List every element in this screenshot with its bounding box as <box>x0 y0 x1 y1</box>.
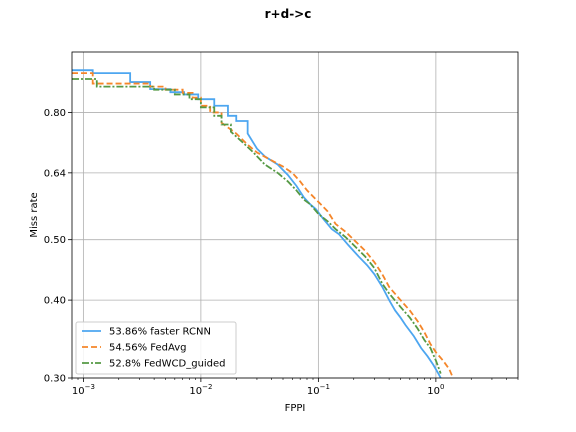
series-line-faster-rcnn <box>72 69 442 378</box>
plot-series-group <box>72 69 454 378</box>
x-axis-label: FPPI <box>285 403 306 414</box>
legend-box <box>75 321 237 375</box>
y-tick-label: 0.64 <box>44 168 66 179</box>
y-axis-label: Miss rate <box>29 192 40 237</box>
y-tick-label: 0.30 <box>44 374 66 385</box>
axis-ticks: 10−3 10−2 10−1 100 0.30 0.40 0.50 0.64 0.80 <box>44 108 519 397</box>
chart-title: r+d->c <box>265 7 312 21</box>
y-tick-label: 0.40 <box>44 296 66 307</box>
legend-entry: 53.86% faster RCNN <box>109 327 211 338</box>
series-line-fedavg <box>72 72 454 378</box>
y-tick-label: 0.80 <box>44 108 66 119</box>
y-tick-label: 0.50 <box>44 235 66 246</box>
x-tick-label: 10−3 <box>72 383 95 397</box>
legend-entry: 54.56% FedAvg <box>109 343 187 354</box>
x-tick-label: 10−2 <box>189 383 212 397</box>
legend-entry: 52.8% FedWCD_guided <box>109 359 226 370</box>
x-tick-label: 100 <box>427 383 444 397</box>
plot-frame <box>71 51 519 379</box>
legend: 53.86% faster RCNN 54.56% FedAvg 52.8% Fed… <box>75 321 237 375</box>
x-tick-label: 10−1 <box>307 383 330 397</box>
series-line-fedwcd-guided <box>72 78 442 374</box>
